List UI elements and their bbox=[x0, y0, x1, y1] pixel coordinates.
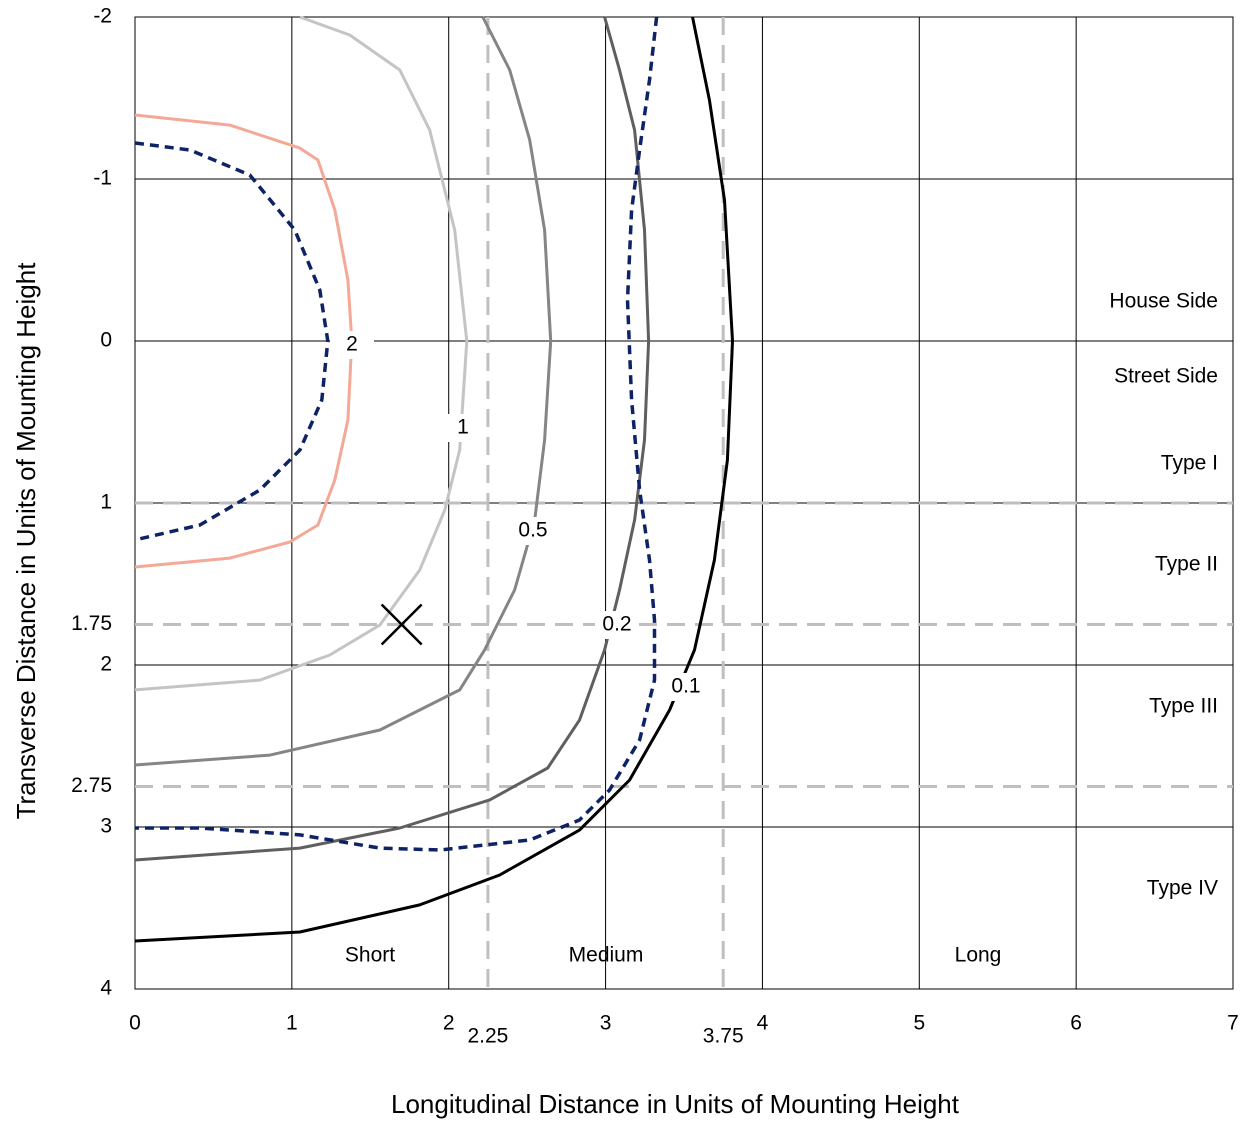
contour-label: 0.2 bbox=[602, 613, 631, 636]
contour-line bbox=[134, 15, 469, 692]
contour-label-bg bbox=[664, 673, 708, 701]
contour-label-bg bbox=[441, 414, 485, 442]
contour-label: 0.1 bbox=[671, 675, 700, 698]
x-tick-label: 2.25 bbox=[467, 1025, 508, 1048]
y-tick-label: -1 bbox=[93, 167, 112, 190]
y-tick-label: 1.75 bbox=[71, 612, 112, 635]
y-tick-label: 0 bbox=[100, 329, 112, 352]
range-label: Long bbox=[955, 944, 1002, 967]
y-tick-label: -2 bbox=[93, 5, 112, 28]
region-label: Type II bbox=[1155, 553, 1218, 576]
contour-label: 1 bbox=[457, 416, 469, 439]
x-tick-label: 2 bbox=[443, 1012, 455, 1035]
x-tick-label: 5 bbox=[913, 1012, 925, 1035]
y-tick-label: 1 bbox=[100, 491, 112, 514]
y-axis-title: Transverse Distance in Units of Mounting… bbox=[11, 262, 41, 820]
y-tick-label: 2.75 bbox=[71, 774, 112, 797]
y-tick-label: 2 bbox=[100, 653, 112, 676]
x-tick-label: 3 bbox=[600, 1012, 612, 1035]
contour-label-bg bbox=[511, 517, 555, 545]
x-tick-label: 3.75 bbox=[703, 1025, 744, 1048]
x-tick-label: 4 bbox=[757, 1012, 769, 1035]
contour-label: 2 bbox=[346, 333, 358, 356]
contour-line bbox=[134, 16, 651, 862]
x-tick-label: 0 bbox=[129, 1012, 141, 1035]
x-tick-label: 1 bbox=[286, 1012, 298, 1035]
x-tick-label: 7 bbox=[1227, 1012, 1239, 1035]
range-label: Short bbox=[345, 944, 395, 967]
region-label: Type III bbox=[1149, 695, 1218, 718]
y-tick-label: 4 bbox=[100, 977, 112, 1000]
x-axis-title: Longitudinal Distance in Units of Mounti… bbox=[391, 1089, 960, 1119]
region-label: Type I bbox=[1161, 452, 1218, 475]
region-label: House Side bbox=[1109, 290, 1218, 313]
contour-line bbox=[135, 16, 659, 852]
range-label: Medium bbox=[569, 944, 644, 967]
contour-line bbox=[134, 16, 734, 943]
marker bbox=[380, 603, 423, 646]
y-tick-label: 3 bbox=[100, 815, 112, 838]
region-label: Street Side bbox=[1114, 365, 1218, 388]
contour-label: 0.5 bbox=[518, 519, 547, 542]
contour-label-bg bbox=[330, 331, 374, 359]
x-tick-label: 6 bbox=[1070, 1012, 1082, 1035]
region-label: Type IV bbox=[1147, 877, 1218, 900]
contour-label-bg bbox=[595, 611, 639, 639]
contour-line bbox=[134, 141, 330, 542]
